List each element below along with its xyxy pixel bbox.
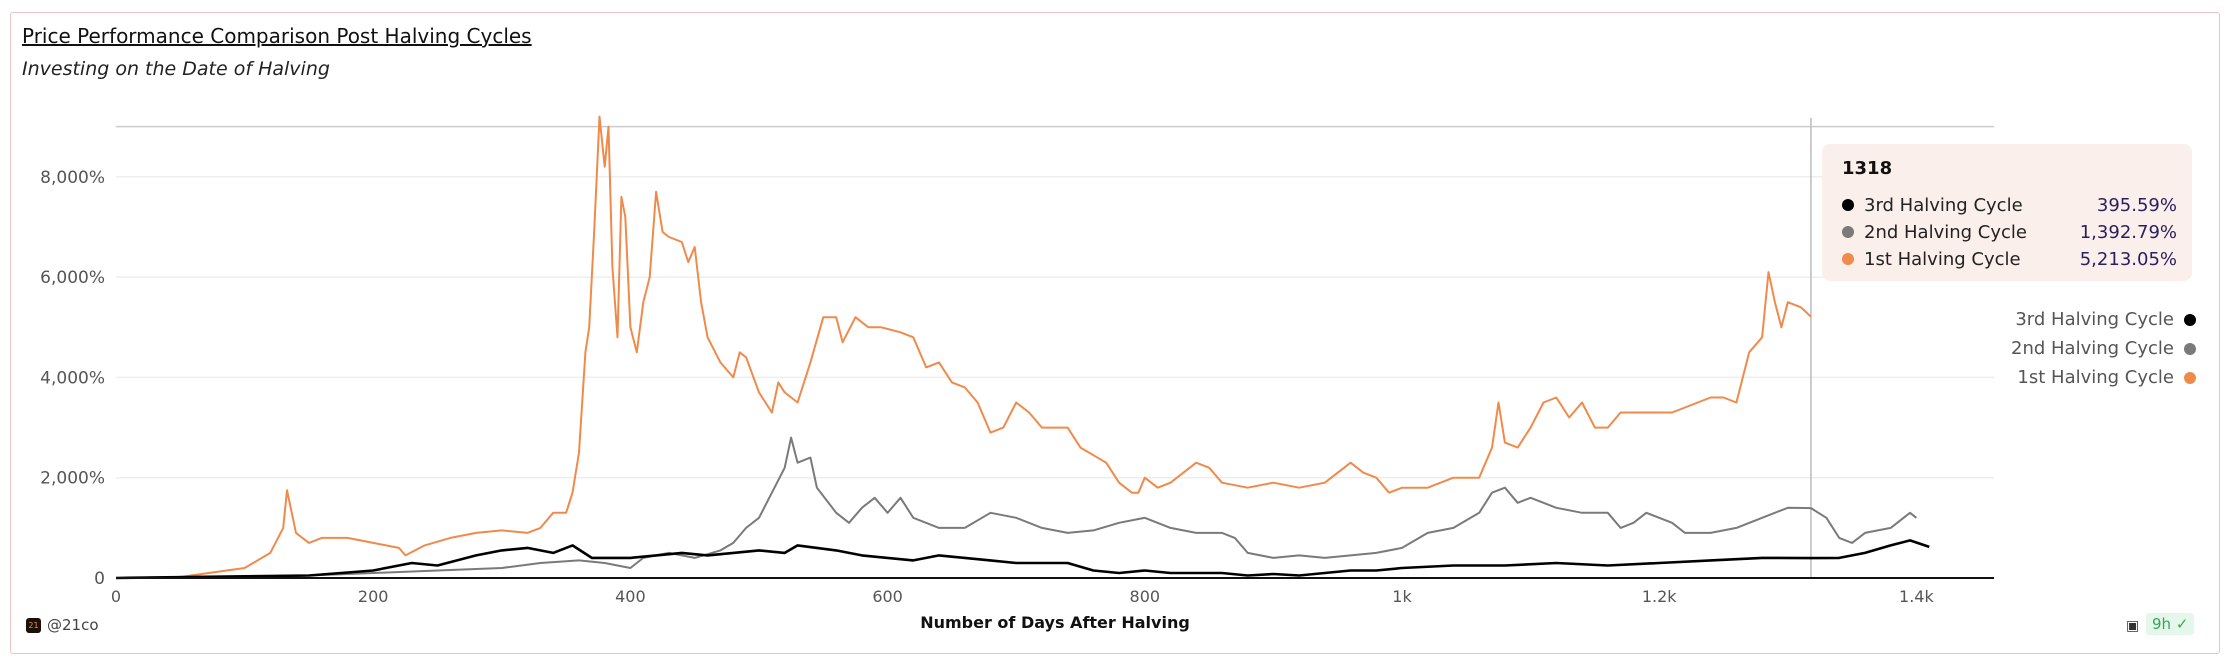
legend-dot-icon [2184,342,2196,355]
chart-subtitle: Investing on the Date of Halving [22,58,330,80]
check-circle-icon: ✓ [2175,615,2189,633]
series-line-2nd-halving-cycle [116,436,1918,579]
brand-handle: @21co [47,616,99,634]
series-dot-icon [1842,226,1854,238]
legend-item-2nd[interactable]: 2nd Halving Cycle [2011,334,2196,363]
tooltip-value: 5,213.05% [2079,248,2177,270]
series-dot-icon [1842,199,1854,211]
tooltip-row-2nd: 2nd Halving Cycle 1,392.79% [1842,219,2177,245]
x-tick-label: 0 [111,587,121,606]
tooltip-label: 3rd Halving Cycle [1864,194,2023,216]
chart-card [10,12,2220,654]
x-tick-label: 1.4k [1899,587,1934,606]
x-tick-label: 800 [1130,587,1161,606]
series-line-3rd-halving-cycle [115,539,1930,580]
y-tick-label: 2,000% [40,469,105,489]
tooltip-value: 395.59% [2096,194,2177,216]
y-tick-label: 8,000% [40,168,105,188]
hover-tooltip: 1318 3rd Halving Cycle 395.59% 2nd Halvi… [1822,144,2192,281]
brand[interactable]: 21 @21co [26,616,99,634]
x-axis-title: Number of Days After Halving [920,613,1190,632]
camera-icon[interactable]: ▣ [2126,618,2140,634]
y-tick-label: 0 [94,569,105,589]
freshness-badge[interactable]: 9h ✓ [2146,613,2195,635]
legend: 3rd Halving Cycle 2nd Halving Cycle 1st … [2011,305,2196,392]
legend-dot-icon [2184,371,2196,384]
legend-item-3rd[interactable]: 3rd Halving Cycle [2011,305,2196,334]
tooltip-row-3rd: 3rd Halving Cycle 395.59% [1842,192,2177,218]
x-tick-label: 1.2k [1642,587,1677,606]
y-tick-label: 6,000% [40,268,105,288]
legend-item-1st[interactable]: 1st Halving Cycle [2011,363,2196,392]
series-dot-icon [1842,253,1854,265]
tooltip-value: 1,392.79% [2079,221,2177,243]
chart-title: Price Performance Comparison Post Halvin… [22,24,532,48]
y-tick-label: 4,000% [40,368,105,388]
series-line-1st-halving-cycle [115,115,1812,579]
tooltip-label: 2nd Halving Cycle [1864,221,2027,243]
legend-label: 1st Halving Cycle [2017,367,2174,388]
x-tick-label: 600 [872,587,903,606]
x-tick-label: 200 [358,587,389,606]
legend-label: 2nd Halving Cycle [2011,338,2174,359]
tooltip-label: 1st Halving Cycle [1864,248,2021,270]
21co-logo-icon: 21 [26,617,41,633]
legend-label: 3rd Halving Cycle [2015,309,2174,330]
x-tick-label: 1k [1392,587,1412,606]
legend-dot-icon [2184,313,2196,326]
tooltip-row-1st: 1st Halving Cycle 5,213.05% [1842,246,2177,272]
freshness-text: 9h [2152,615,2172,633]
x-tick-label: 400 [615,587,646,606]
tooltip-x-value: 1318 [1842,158,1893,179]
